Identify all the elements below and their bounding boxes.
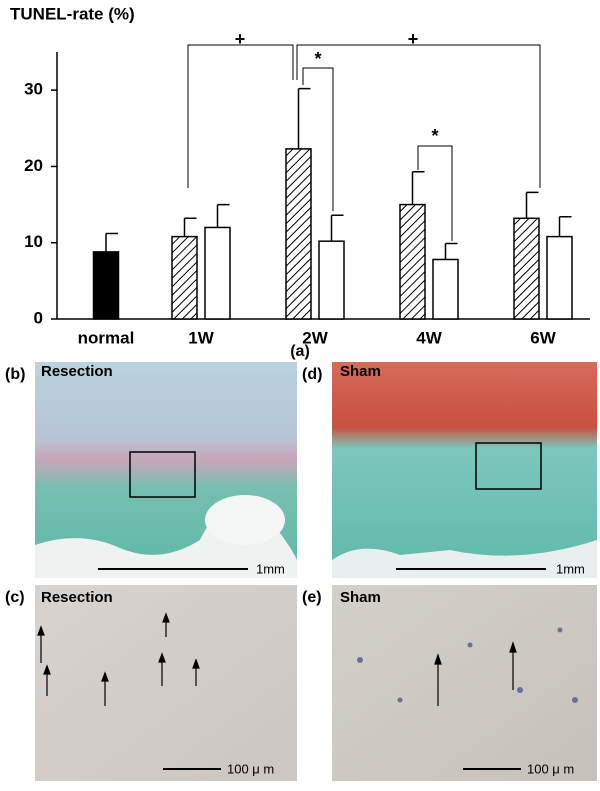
micrograph-b [35, 362, 297, 578]
x-tick-label: 2W [302, 328, 328, 347]
bar [432, 258, 459, 320]
panel-title: Resection [41, 589, 113, 606]
micrograph-e [332, 585, 597, 781]
x-tick-label: normal [78, 328, 135, 347]
significance-bracket [296, 44, 541, 188]
significance-mark: + [408, 29, 419, 49]
significance-mark: * [314, 49, 321, 69]
significance-bracket [187, 44, 294, 188]
significance-mark: * [431, 126, 438, 146]
significance-bracket [302, 67, 334, 211]
panel-title: Sham [340, 589, 381, 606]
y-tick-label: 10 [24, 232, 43, 251]
bar [92, 251, 120, 320]
y-tick-label: 0 [34, 308, 43, 327]
micrograph-d [332, 362, 597, 578]
error-bar [525, 191, 539, 219]
significance-bracket [417, 145, 453, 241]
panel-title: Sham [340, 363, 381, 380]
error-bar [558, 216, 572, 237]
error-bar [105, 232, 118, 252]
y-tick-label: 30 [24, 80, 43, 99]
error-bar [444, 242, 458, 260]
scale-label: 1mm [256, 561, 285, 576]
panel-title: Resection [41, 363, 113, 380]
bar [204, 226, 231, 320]
significance-mark: + [235, 29, 246, 49]
error-bar [183, 217, 197, 237]
x-tick-label: 4W [416, 328, 442, 347]
bar [399, 203, 426, 320]
x-tick-label: 6W [530, 328, 556, 347]
bar [285, 148, 312, 320]
x-tick-label: 1W [188, 328, 214, 347]
bar [171, 235, 198, 320]
panel-label: (e) [302, 589, 322, 606]
scale-label: 100 μ m [227, 761, 274, 776]
bar [546, 235, 573, 320]
bar [318, 240, 345, 320]
caption: (a) [290, 343, 310, 360]
panel-label: (b) [5, 366, 25, 383]
panel-label: (d) [302, 366, 322, 383]
y-tick-label: 20 [24, 156, 43, 175]
bar [513, 217, 540, 320]
scale-label: 1mm [556, 561, 585, 576]
panel-label: (c) [5, 589, 25, 606]
y-axis-label: TUNEL-rate (%) [10, 4, 135, 23]
error-bar [216, 203, 230, 228]
scale-label: 100 μ m [527, 761, 574, 776]
micrograph-c [35, 585, 297, 781]
error-bar [297, 87, 311, 149]
error-bar [411, 171, 425, 205]
error-bar [330, 214, 344, 242]
